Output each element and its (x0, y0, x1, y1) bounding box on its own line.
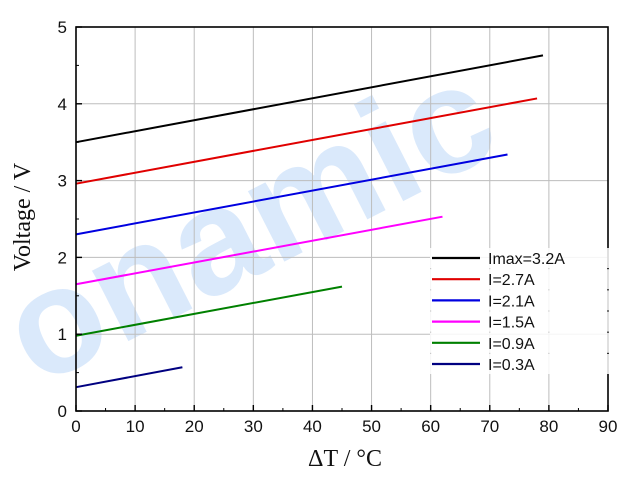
series-line-3 (75, 153, 508, 236)
y-tick-label: 3 (58, 172, 67, 191)
legend-entry-bg (430, 354, 610, 374)
x-tick-label: 80 (539, 417, 558, 436)
y-tick-label: 0 (58, 402, 67, 421)
x-tick-label: 60 (421, 417, 440, 436)
legend-entry-bg (430, 332, 610, 353)
x-tick-label: 70 (480, 417, 499, 436)
legend-entry-bg (430, 311, 610, 332)
x-tick-label: 20 (185, 417, 204, 436)
y-tick-label: 1 (58, 325, 67, 344)
x-tick-label: 10 (126, 417, 145, 436)
legend: Imax=3.2A I=2.7A I=2.1A I=1.5A I=0.9A I=0.3A (430, 248, 610, 374)
legend-label-3: I=2.1A (488, 293, 535, 310)
x-tick-label: 50 (362, 417, 381, 436)
legend-label-1: Imax=3.2A (488, 251, 565, 268)
series-line-4 (75, 215, 443, 286)
x-axis-title: ΔT / °C (308, 446, 382, 472)
series-lines (75, 54, 544, 389)
y-tick-label: 4 (58, 95, 67, 114)
axis-ticks: 0 10 20 30 40 50 60 70 80 90 0 1 2 3 4 5 (58, 18, 618, 436)
y-tick-label: 5 (58, 18, 67, 37)
series-line-1 (75, 54, 544, 144)
y-axis-title: Voltage / V (10, 162, 36, 271)
series-line-5 (75, 285, 343, 337)
legend-label-6: I=0.3A (488, 357, 535, 374)
legend-entry-bg (430, 290, 610, 311)
y-tick-label: 2 (58, 248, 67, 267)
legend-entry-bg (430, 248, 610, 268)
x-tick-label: 40 (303, 417, 322, 436)
legend-label-4: I=1.5A (488, 315, 535, 332)
legend-entry-bg (430, 269, 610, 290)
x-tick-label: 0 (71, 417, 80, 436)
legend-label-2: I=2.7A (488, 272, 535, 289)
series-line-6 (75, 366, 183, 389)
series-line-2 (75, 97, 538, 185)
x-tick-label: 30 (244, 417, 263, 436)
x-tick-label: 90 (599, 417, 618, 436)
legend-label-5: I=0.9A (488, 336, 535, 353)
